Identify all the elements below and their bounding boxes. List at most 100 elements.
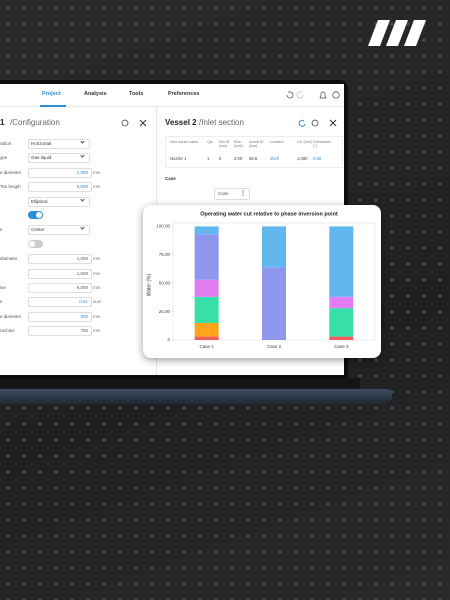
- input[interactable]: [28, 297, 92, 308]
- field-label: diameter: [0, 256, 18, 262]
- select-value[interactable]: Elliptical: [31, 198, 48, 204]
- select[interactable]: [28, 225, 90, 236]
- field-label: ive: [0, 285, 6, 290]
- y-tick-label: 0: [167, 337, 170, 342]
- table-header: Inlet nozzle name: [170, 140, 199, 144]
- case-button[interactable]: [214, 188, 250, 200]
- table-cell: 0.00: [313, 156, 322, 161]
- field-label: ration: [0, 141, 12, 146]
- input-value[interactable]: 6,000: [76, 184, 88, 190]
- input[interactable]: [28, 326, 92, 337]
- bar-segment: [262, 267, 286, 340]
- bar-segment: [194, 234, 219, 280]
- field-label: ype: [0, 155, 8, 161]
- input[interactable]: [28, 167, 92, 178]
- table-cell: 1,060: [297, 156, 308, 161]
- case-button-label[interactable]: Case: [218, 191, 229, 196]
- select[interactable]: [28, 196, 90, 207]
- nav-tab[interactable]: Analysis: [84, 91, 107, 97]
- field-label: e: [0, 299, 3, 305]
- input-value[interactable]: 500: [80, 313, 88, 319]
- input-value[interactable]: 750: [80, 328, 88, 334]
- table-header: Location: [270, 140, 284, 144]
- logo: [368, 20, 426, 46]
- x-tick-label: Case 2: [267, 344, 282, 349]
- vessel-name: Vessel 2: [165, 118, 197, 127]
- bar-segment: [194, 226, 219, 235]
- x-tick-label: Case 1: [200, 344, 215, 349]
- select[interactable]: [28, 139, 90, 149]
- input[interactable]: [28, 311, 92, 322]
- case-label: Case: [165, 176, 176, 181]
- input-unit: mm: [93, 256, 101, 262]
- nav-underline: [40, 105, 66, 107]
- y-tick-label: 75.00: [159, 252, 171, 257]
- input[interactable]: [28, 268, 92, 279]
- bar-segment: [329, 296, 354, 309]
- section-title: /Inlet section: [199, 118, 244, 127]
- table-cell: 2.00: [234, 156, 243, 161]
- bar-segment: [194, 336, 219, 340]
- toggle-knob[interactable]: [36, 212, 42, 218]
- toggle[interactable]: [28, 239, 43, 248]
- input[interactable]: [28, 254, 92, 265]
- table-cell: 0: [219, 156, 222, 161]
- input-unit: mm: [93, 328, 101, 334]
- laptop-hinge: [0, 378, 360, 390]
- table-header: Qty: [207, 140, 213, 144]
- select-value[interactable]: Center: [31, 227, 45, 233]
- table-header: Actual ID (mm): [249, 140, 264, 148]
- input[interactable]: [28, 182, 92, 193]
- laptop-base: [0, 389, 392, 404]
- nav-tab[interactable]: Project: [42, 91, 61, 97]
- input-value[interactable]: 2,000: [76, 169, 88, 175]
- y-tick-label: 25.00: [159, 309, 171, 314]
- bar-segment: [262, 226, 286, 268]
- bar-segment: [329, 226, 354, 297]
- x-tick-label: Case 3: [334, 344, 349, 349]
- bar-segment: [194, 279, 219, 297]
- panel-icons: [121, 119, 147, 127]
- input-unit: sum: [93, 299, 102, 305]
- bar-segment: [329, 336, 354, 340]
- field-label: rachins: [0, 328, 15, 334]
- toggle-knob[interactable]: [29, 240, 35, 247]
- input-value[interactable]: 6,000: [76, 285, 88, 290]
- table-cell: 1: [207, 156, 210, 161]
- select-value[interactable]: Horizontal: [31, 141, 52, 146]
- input-unit: mm: [93, 184, 101, 190]
- y-tick-label: 100.00: [156, 224, 170, 229]
- bar-segment: [194, 296, 219, 323]
- y-tick-label: 50.00: [159, 280, 171, 285]
- bar-segment: [329, 308, 354, 337]
- bar-segment: [194, 322, 219, 337]
- select-value[interactable]: Gas-liquid: [31, 155, 52, 161]
- field-label: e: [0, 227, 3, 233]
- input-unit: mm: [93, 313, 101, 319]
- input-unit: mm: [93, 169, 101, 175]
- y-axis-label: Water (%): [146, 274, 152, 297]
- nozzle-table: [165, 136, 343, 168]
- section-icons: [298, 119, 337, 127]
- toggle[interactable]: [28, 211, 43, 219]
- nav-bar: [0, 84, 344, 107]
- select[interactable]: [28, 153, 90, 164]
- panel-number: 1: [0, 118, 5, 127]
- input-value[interactable]: 0.61: [79, 299, 88, 305]
- table-cell: 56.8: [249, 156, 258, 161]
- table-cell: Nozzle 1: [170, 156, 187, 161]
- chart-card: Operating water cut relative to phase in…: [143, 205, 381, 358]
- field-label: Tan length: [0, 184, 21, 190]
- nav-tab[interactable]: Preferences: [168, 91, 200, 97]
- case-menu[interactable]: ⋮: [240, 191, 246, 197]
- input[interactable]: [28, 283, 92, 293]
- table-header: Orientation (°): [313, 140, 331, 148]
- input-value[interactable]: 1,000: [76, 256, 88, 262]
- nav-tab[interactable]: Tools: [129, 91, 144, 97]
- input-value[interactable]: 1,500: [76, 270, 88, 276]
- field-label: e diameter: [0, 313, 22, 319]
- table-cell: shell: [270, 156, 279, 161]
- chart-title: Operating water cut relative to phase in…: [200, 211, 338, 217]
- input-unit: mm: [93, 285, 101, 290]
